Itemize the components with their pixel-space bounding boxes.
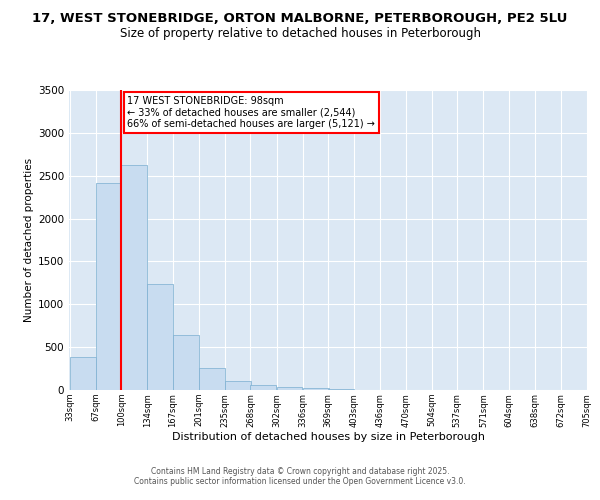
Bar [96, 182, 122, 390]
Bar [199, 368, 224, 390]
X-axis label: Distribution of detached houses by size in Peterborough: Distribution of detached houses by size … [172, 432, 485, 442]
Bar [121, 166, 147, 390]
Text: 17, WEST STONEBRIDGE, ORTON MALBORNE, PETERBOROUGH, PE2 5LU: 17, WEST STONEBRIDGE, ORTON MALBORNE, PE… [32, 12, 568, 26]
Bar [148, 284, 173, 390]
Bar [70, 356, 95, 390]
Text: 17 WEST STONEBRIDGE: 98sqm
← 33% of detached houses are smaller (2,544)
66% of s: 17 WEST STONEBRIDGE: 98sqm ← 33% of deta… [127, 96, 376, 129]
Text: Contains HM Land Registry data © Crown copyright and database right 2025.: Contains HM Land Registry data © Crown c… [151, 467, 449, 476]
Text: Size of property relative to detached houses in Peterborough: Size of property relative to detached ho… [119, 28, 481, 40]
Bar [250, 385, 276, 390]
Y-axis label: Number of detached properties: Number of detached properties [24, 158, 34, 322]
Bar [303, 388, 329, 390]
Bar [225, 382, 251, 390]
Text: Contains public sector information licensed under the Open Government Licence v3: Contains public sector information licen… [134, 477, 466, 486]
Bar [328, 389, 354, 390]
Bar [173, 335, 199, 390]
Bar [277, 386, 302, 390]
